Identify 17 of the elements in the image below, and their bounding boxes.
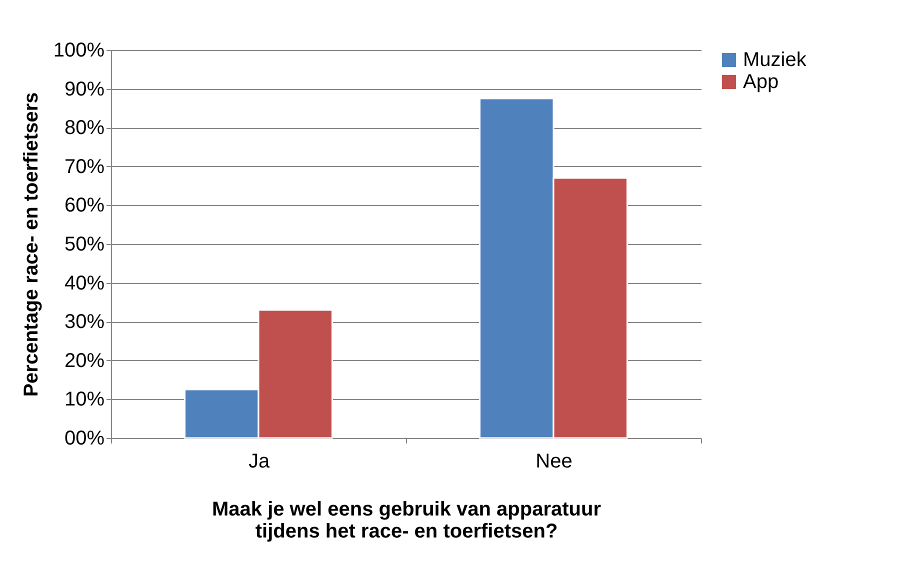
y-tick-label: 40% bbox=[64, 272, 105, 294]
y-tick-label: 100% bbox=[53, 40, 105, 62]
y-tick-label: 10% bbox=[64, 388, 105, 411]
y-axis-title: Percentage race- en toerfietsers bbox=[20, 92, 42, 397]
y-tick-label: 90% bbox=[64, 78, 105, 100]
y-tick-label: 80% bbox=[64, 117, 105, 140]
legend-label: Muziek bbox=[743, 49, 808, 71]
y-tick-label: 30% bbox=[64, 311, 105, 334]
y-tick-label: 20% bbox=[64, 350, 105, 372]
y-tick-label: 70% bbox=[64, 156, 105, 178]
y-tick-label: 00% bbox=[64, 428, 105, 450]
y-tick-label: 50% bbox=[64, 234, 105, 256]
x-tick-label: Nee bbox=[536, 450, 572, 472]
legend-label: App bbox=[743, 71, 779, 93]
x-tick-label: Ja bbox=[248, 450, 270, 472]
x-axis-title: Maak je wel eens gebruik van apparatuur tijdens het race- en toerfietsen? bbox=[212, 498, 602, 542]
y-tick-label: 60% bbox=[64, 194, 105, 217]
